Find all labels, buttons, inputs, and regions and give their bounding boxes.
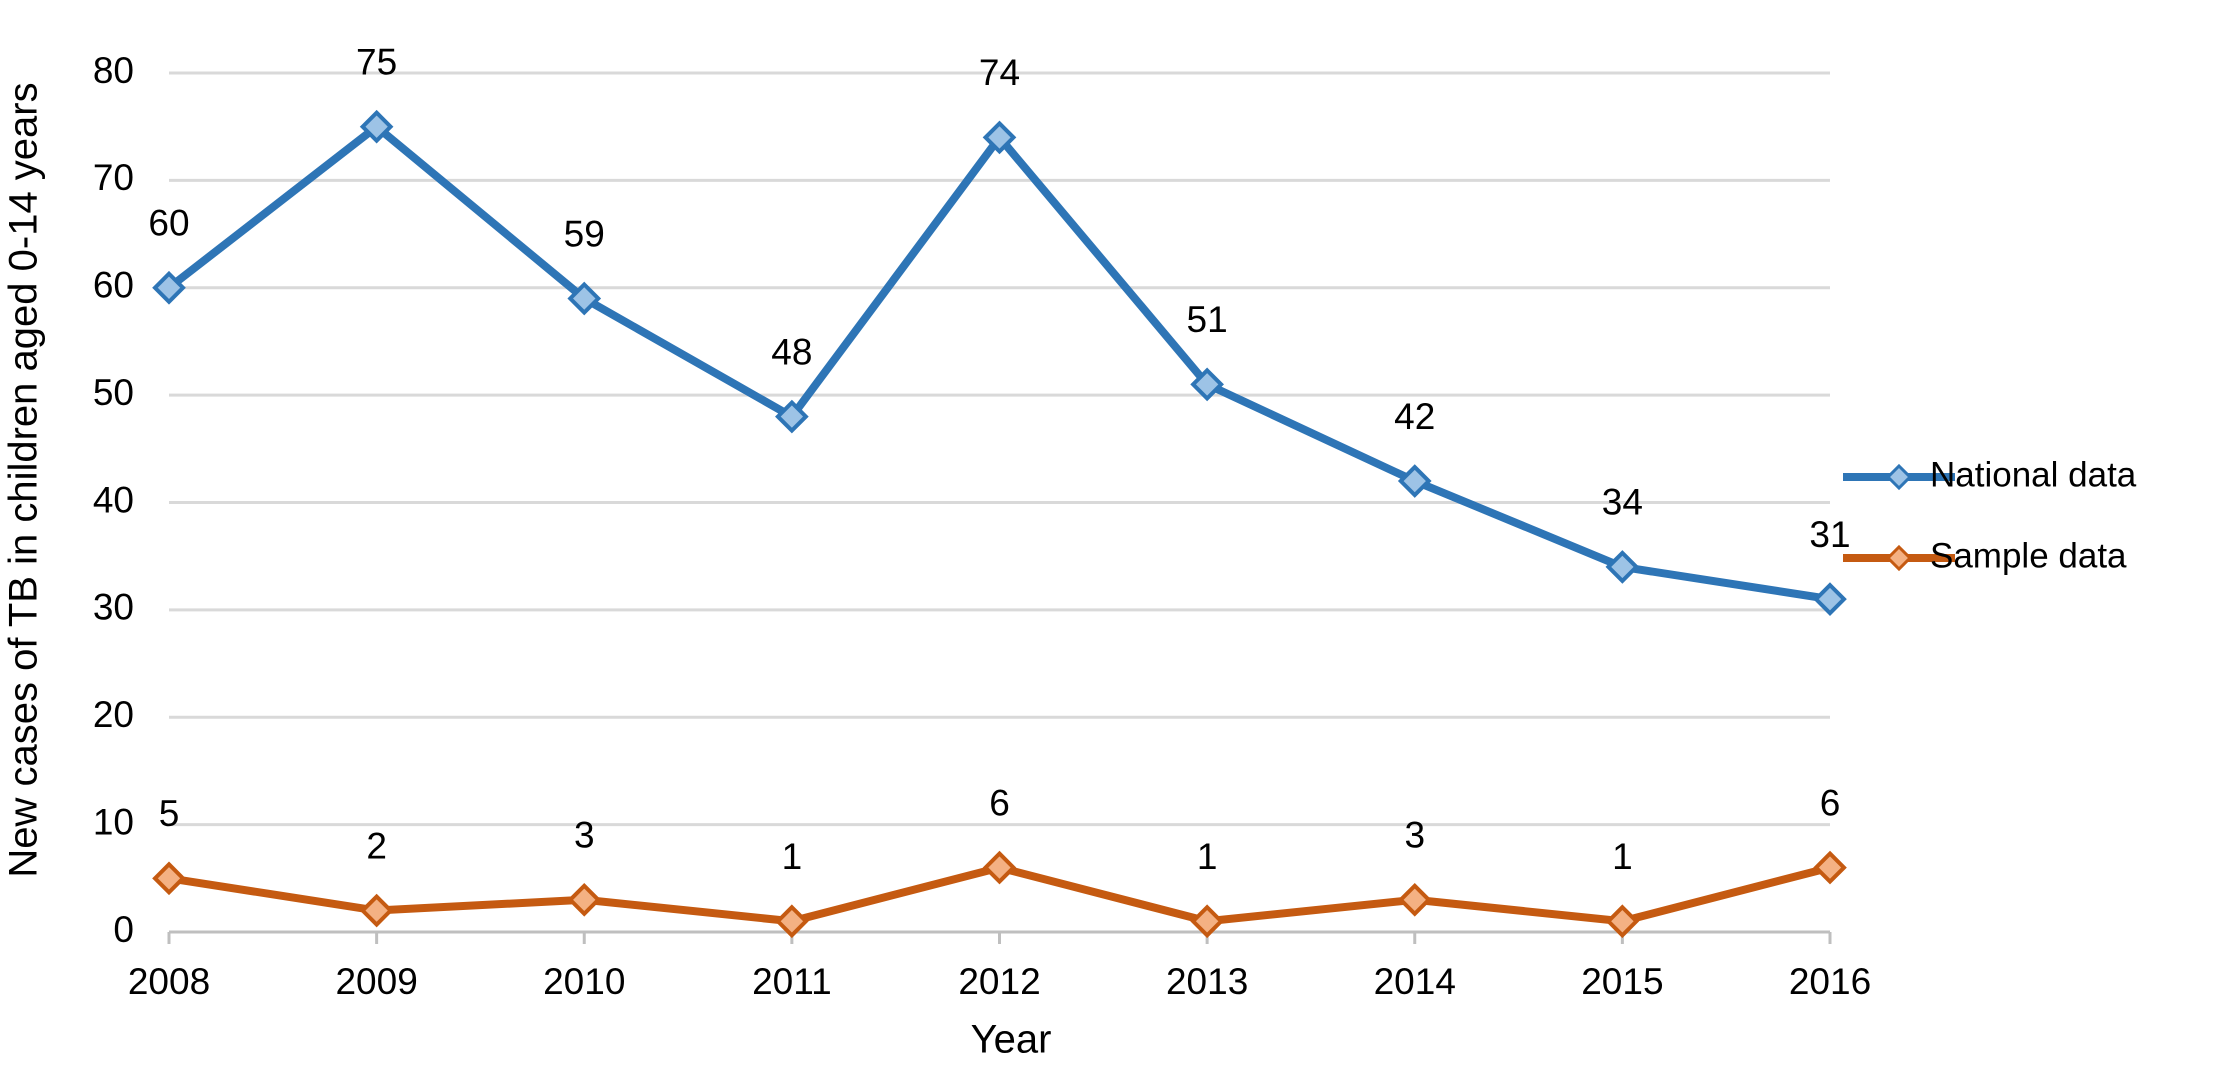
y-tick-label: 10 bbox=[93, 801, 134, 842]
legend-label: National data bbox=[1930, 455, 2137, 494]
x-tick-label: 2012 bbox=[958, 961, 1040, 1002]
marker bbox=[1813, 582, 1847, 616]
y-tick-label: 40 bbox=[93, 479, 134, 520]
marker bbox=[1813, 850, 1847, 885]
marker bbox=[982, 120, 1017, 155]
marker bbox=[1190, 904, 1224, 939]
y-tick-label: 80 bbox=[93, 50, 134, 91]
marker bbox=[152, 270, 186, 305]
data-label: 42 bbox=[1394, 396, 1435, 437]
x-tick-label: 2014 bbox=[1374, 961, 1456, 1002]
data-label: 51 bbox=[1187, 299, 1228, 340]
marker bbox=[775, 904, 809, 939]
marker bbox=[1190, 367, 1224, 402]
data-label: 1 bbox=[1197, 836, 1218, 877]
x-tick-label: 2013 bbox=[1166, 961, 1248, 1002]
marker bbox=[567, 281, 602, 316]
y-tick-label: 60 bbox=[93, 265, 134, 306]
data-label: 3 bbox=[574, 815, 595, 856]
marker bbox=[1397, 464, 1432, 498]
y-tick-label: 50 bbox=[93, 372, 134, 413]
marker bbox=[567, 882, 602, 917]
data-label: 1 bbox=[1612, 836, 1633, 877]
y-tick-label: 70 bbox=[93, 157, 134, 198]
legend-marker bbox=[1885, 544, 1913, 572]
data-label: 6 bbox=[989, 782, 1010, 823]
marker bbox=[775, 399, 809, 434]
marker bbox=[1605, 904, 1640, 939]
x-tick-label: 2016 bbox=[1789, 961, 1871, 1002]
x-tick-label: 2009 bbox=[335, 961, 417, 1002]
y-tick-label: 0 bbox=[113, 909, 134, 950]
y-axis-label: New cases of TB in children aged 0-14 ye… bbox=[2, 82, 46, 877]
data-label: 6 bbox=[1820, 782, 1841, 823]
legend-marker bbox=[1885, 463, 1913, 491]
y-tick-label: 30 bbox=[93, 587, 134, 628]
marker bbox=[359, 893, 394, 928]
x-tick-label: 2011 bbox=[752, 961, 832, 1002]
data-label: 59 bbox=[564, 213, 605, 254]
marker bbox=[359, 109, 394, 144]
y-tick-label: 20 bbox=[93, 694, 134, 735]
marker bbox=[152, 861, 186, 896]
legend-label: Sample data bbox=[1930, 536, 2127, 575]
marker bbox=[982, 850, 1017, 885]
data-label: 3 bbox=[1404, 815, 1425, 856]
marker bbox=[1397, 882, 1432, 917]
data-label: 60 bbox=[148, 203, 189, 244]
x-tick-label: 2010 bbox=[543, 961, 625, 1002]
series-line bbox=[166, 122, 1831, 604]
data-label: 34 bbox=[1602, 482, 1643, 523]
data-label: 1 bbox=[782, 836, 803, 877]
data-label: 75 bbox=[356, 41, 397, 82]
x-tick-label: 2008 bbox=[128, 961, 210, 1002]
data-label: 5 bbox=[159, 793, 180, 834]
data-label: 74 bbox=[979, 52, 1020, 93]
data-label: 48 bbox=[771, 331, 812, 372]
data-label: 2 bbox=[366, 825, 387, 866]
data-label: 31 bbox=[1809, 514, 1850, 555]
marker bbox=[1605, 550, 1640, 584]
x-tick-label: 2015 bbox=[1581, 961, 1663, 1002]
x-axis-label: Year bbox=[971, 1018, 1052, 1062]
